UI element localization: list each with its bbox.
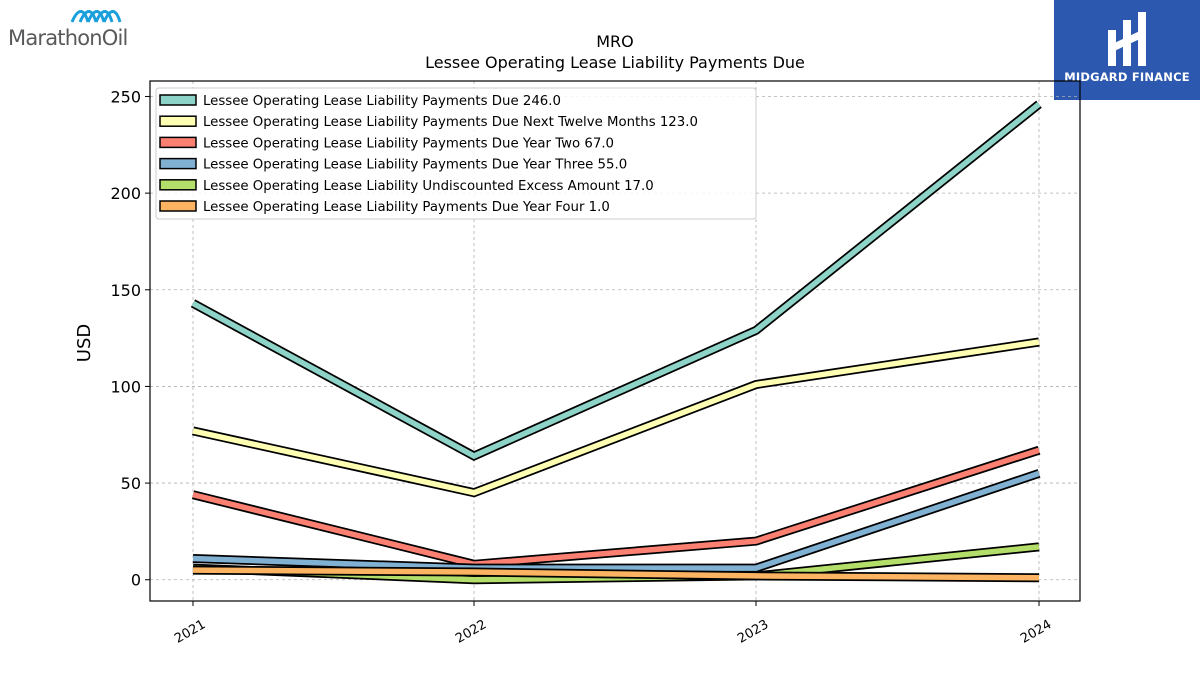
marathon-oil-logo: MarathonOil	[6, 6, 156, 50]
chart-subtitle: Lessee Operating Lease Liability Payment…	[425, 53, 805, 72]
legend-box	[155, 87, 757, 220]
legend-label: Lessee Operating Lease Liability Payment…	[203, 115, 698, 130]
y-tick-label: 50	[121, 474, 141, 493]
series-line-outline	[191, 445, 1041, 569]
plot-frame	[149, 80, 1081, 602]
chart-title: MRO	[596, 32, 634, 51]
y-tick-label: 200	[110, 184, 141, 203]
y-tick-label: 250	[110, 87, 141, 106]
x-ticks: 2021 2022 2023 2024	[172, 601, 1054, 647]
legend-label: Lessee Operating Lease Liability Payment…	[203, 158, 627, 173]
marathon-oil-wordmark: MarathonOil	[8, 26, 128, 50]
midgard-finance-logo: MIDGARD FINANCE	[1054, 0, 1200, 100]
legend-swatch	[159, 136, 197, 149]
marathon-wave-icon	[70, 10, 122, 23]
y-axis-label: USD	[74, 324, 95, 362]
midgard-mark-icon	[1108, 12, 1146, 66]
legend-swatch	[159, 179, 197, 191]
midgard-finance-wordmark: MIDGARD FINANCE	[1064, 70, 1190, 84]
legend-swatch	[159, 157, 197, 170]
x-tick-label: 2021	[172, 617, 208, 647]
legend-swatch	[159, 115, 197, 127]
x-tick-label: 2022	[453, 617, 489, 647]
legend: Lessee Operating Lease Liability Payment…	[155, 87, 757, 220]
legend-label: Lessee Operating Lease Liability Payment…	[203, 94, 561, 109]
y-tick-label: 150	[110, 281, 141, 300]
y-tick-label: 0	[131, 571, 141, 590]
series-line	[192, 470, 1040, 571]
legend-label: Lessee Operating Lease Liability Payment…	[203, 136, 614, 151]
legend-swatch	[159, 200, 197, 212]
y-ticks: 0 50 100 150 200 250	[110, 87, 150, 590]
series-lines	[190, 100, 1042, 585]
series-line	[192, 339, 1040, 496]
series-line-outline	[192, 337, 1040, 498]
y-tick-label: 100	[110, 377, 141, 396]
x-tick-label: 2024	[1018, 617, 1054, 647]
x-tick-label: 2023	[735, 617, 771, 647]
legend-label: Lessee Operating Lease Liability Undisco…	[203, 179, 654, 194]
series-line	[192, 567, 1040, 581]
legend-swatch	[159, 94, 197, 106]
legend-label: Lessee Operating Lease Liability Payment…	[203, 200, 610, 215]
series-line	[192, 447, 1040, 568]
series-line	[191, 102, 1041, 460]
